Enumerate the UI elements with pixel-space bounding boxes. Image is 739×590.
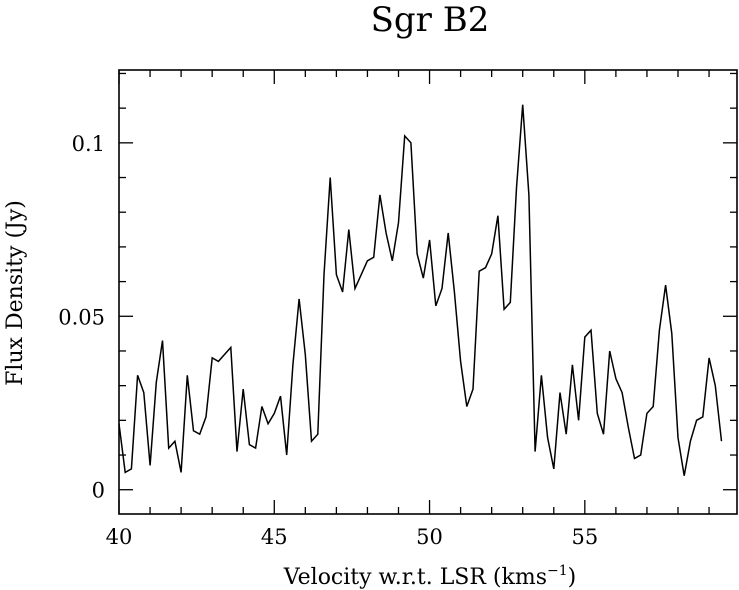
flux-series-line [118, 104, 723, 476]
y-tick-label: 0.05 [58, 305, 105, 329]
y-tick-label: 0.1 [72, 132, 105, 156]
plot-frame [118, 69, 738, 515]
x-tick-label: 40 [106, 525, 133, 549]
x-axis-label-superscript: −1 [547, 563, 568, 579]
x-tick-label: 55 [571, 525, 598, 549]
chart-title: Sgr B2 [371, 0, 490, 40]
x-tick-label: 50 [416, 525, 443, 549]
x-axis-label-end: ) [568, 565, 577, 590]
x-axis-label-main: Velocity w.r.t. LSR (kms [283, 565, 547, 590]
y-tick-label: 0 [92, 479, 105, 503]
y-axis-label: Flux Density (Jy) [3, 200, 28, 386]
tick-labels: 40 45 50 55 0 0.05 0.1 [58, 132, 598, 549]
x-tick-label: 45 [261, 525, 288, 549]
x-axis-label: Velocity w.r.t. LSR (kms−1) [283, 563, 576, 590]
axis-ticks [118, 70, 737, 514]
